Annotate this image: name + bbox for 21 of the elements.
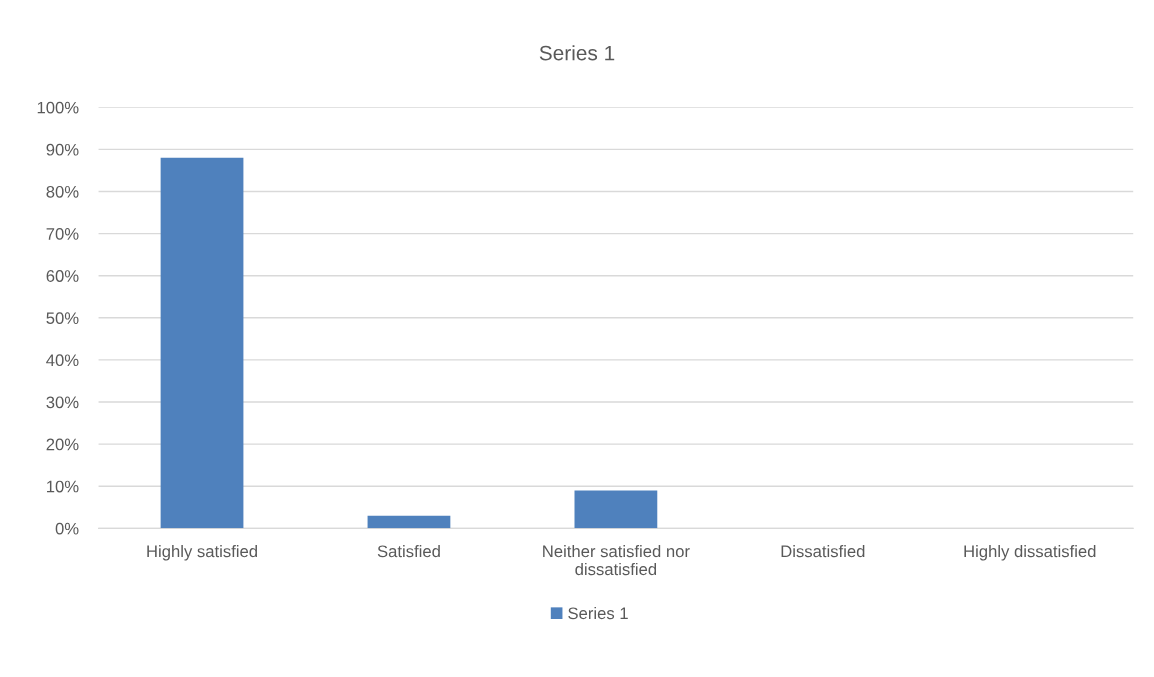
y-tick-label: 50% <box>46 312 79 325</box>
y-tick-label: 20% <box>46 438 79 451</box>
chart-title: Series 1 <box>539 45 615 61</box>
y-tick-label: 70% <box>46 228 79 240</box>
y-tick-label: 30% <box>46 396 79 409</box>
bar <box>160 157 244 529</box>
y-tick-label: 60% <box>46 270 79 282</box>
y-tick-label: 10% <box>47 480 79 493</box>
y-tick-label: 40% <box>46 354 79 367</box>
y-tick-label: 0% <box>55 522 79 535</box>
legend-label: Series 1 <box>568 606 628 620</box>
x-tick-label: Highly dissatisfied <box>964 545 1096 561</box>
y-tick-label: 90% <box>46 143 79 156</box>
y-tick-label: 80% <box>46 185 79 198</box>
x-tick-label: Dissatisfied <box>781 545 865 558</box>
y-tick-label: 100% <box>37 101 79 114</box>
x-tick-label: Satisfied <box>377 545 440 558</box>
bar <box>574 490 658 529</box>
bar <box>367 515 451 529</box>
x-tick-label: Highly satisfied <box>147 545 257 561</box>
x-tick-label: Neither satisfied nor dissatisfied <box>543 545 690 576</box>
